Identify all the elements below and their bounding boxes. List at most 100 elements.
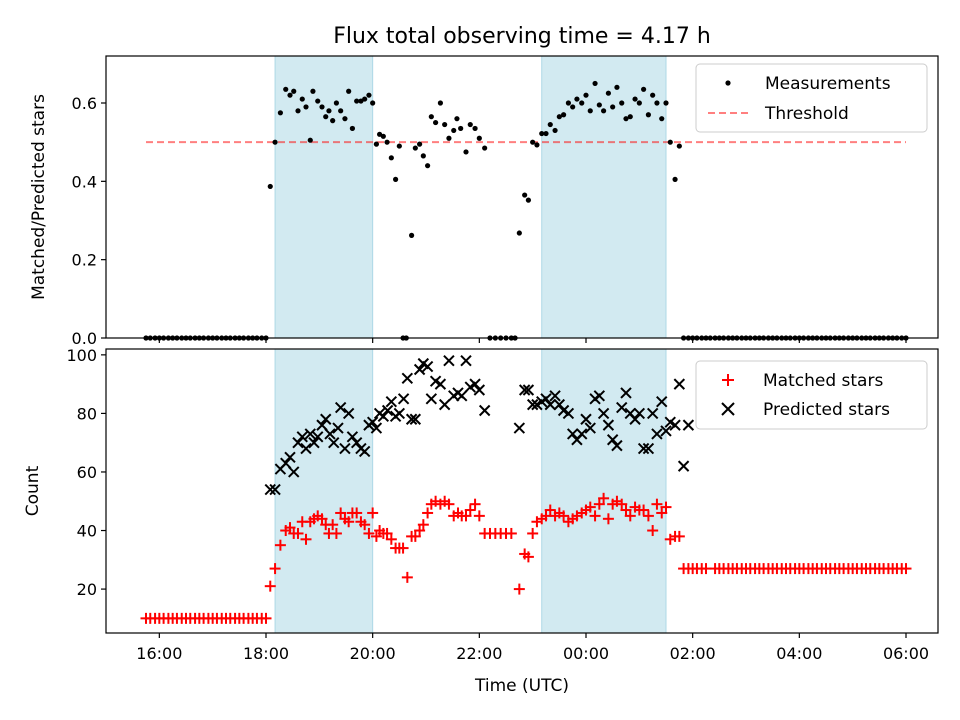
x-tick-label: 02:00 [670, 644, 716, 663]
predicted-star-point [401, 372, 414, 384]
matched-star-point [584, 501, 596, 513]
measurement-point [547, 121, 553, 128]
y-tick-label: 60 [77, 463, 97, 482]
predicted-star-point [443, 355, 455, 367]
observing-window [274, 55, 374, 339]
measurement-point [565, 100, 572, 106]
bottom-y-axis-label: Count [23, 465, 43, 516]
predicted-star-point [656, 395, 668, 408]
measurement-point [388, 155, 394, 161]
matched-star-point [651, 498, 663, 510]
measurement-point [516, 230, 522, 236]
measurement-point [362, 96, 368, 102]
predicted-star-point [292, 436, 304, 449]
predicted-star-point [413, 363, 426, 376]
measurement-point [291, 88, 297, 94]
measurement-point [605, 90, 612, 96]
predicted-star-point [350, 436, 363, 449]
matched-star-point [260, 612, 272, 624]
predicted-star-point [393, 407, 406, 420]
matched-star-point [638, 504, 650, 516]
measurement-point [380, 133, 386, 139]
measurement-point [454, 116, 460, 122]
predicted-star-point [518, 384, 531, 396]
y-tick-label: 80 [77, 404, 97, 423]
predicted-star-point [409, 413, 422, 425]
predicted-star-point [549, 390, 561, 402]
measurement-point [283, 86, 289, 92]
bottom-legend: Matched stars Predicted stars [695, 360, 928, 430]
bottom-y-ticks: 20 40 60 80 100 [66, 346, 106, 599]
matched-star-point [464, 504, 476, 516]
legend-matched-marker [722, 374, 734, 386]
x-axis-label: Time (UTC) [474, 676, 569, 696]
predicted-star-point [300, 442, 312, 455]
measurement-point [650, 92, 656, 98]
predicted-star-point [584, 422, 596, 434]
measurement-point [610, 104, 616, 110]
measurement-point [574, 96, 580, 102]
predicted-star-point [320, 413, 332, 425]
predicted-star-point [633, 407, 646, 420]
measurement-point [672, 176, 678, 182]
measurement-point [654, 100, 660, 106]
matched-star-point [351, 507, 363, 519]
measurement-point [303, 104, 309, 110]
legend-predicted-label: Predicted stars [763, 400, 890, 420]
measurement-point [543, 130, 549, 137]
matched-star-point [343, 516, 355, 528]
matched-star-point [397, 542, 409, 554]
x-tick-label: 00:00 [563, 644, 609, 663]
top-y-axis-label: Matched/Predicted stars [29, 94, 49, 300]
measurement-point [482, 145, 488, 151]
measurement-point [561, 112, 567, 118]
predicted-star-point [339, 442, 351, 455]
matched-star-point [409, 530, 421, 542]
measurement-point [370, 100, 376, 106]
predicted-star-point [682, 419, 695, 431]
predicted-star-point [434, 378, 447, 390]
bottom-shaded-windows [274, 348, 667, 634]
measurement-point [287, 92, 293, 98]
measurement-point [420, 153, 426, 159]
matched-star-point [473, 510, 485, 522]
legend-matched-label: Matched stars [763, 371, 883, 391]
figure-title: Flux total observing time = 4.17 h [333, 24, 711, 49]
predicted-star-point [269, 483, 281, 496]
matched-star-point [269, 563, 281, 575]
matched-star-point [558, 510, 570, 522]
predicted-star-point [425, 393, 438, 405]
predicted-star-point [629, 413, 641, 425]
predicted-star-point [304, 428, 316, 440]
predicted-star-point [606, 434, 619, 446]
predicted-star-point [651, 428, 663, 440]
measurement-point [272, 139, 278, 145]
measurement-point [354, 98, 360, 104]
measurement-point [267, 183, 273, 190]
matched-star-point [327, 519, 339, 531]
measurement-point [315, 98, 321, 104]
measurement-point [409, 232, 415, 238]
measurement-point [425, 163, 431, 169]
measurement-point [299, 96, 305, 102]
bottom-axes-frame [105, 348, 939, 634]
predicted-star-point [580, 413, 592, 425]
predicted-star-point [456, 390, 468, 402]
matched-star-point [330, 527, 342, 539]
measurement-point [552, 127, 558, 134]
y-tick-label: 0.6 [72, 94, 97, 113]
predicted-star-point [312, 431, 324, 443]
predicted-star-point [478, 404, 491, 417]
predicted-star-point [421, 360, 434, 373]
measurement-point [277, 110, 283, 116]
matched-star-point [284, 522, 296, 534]
matched-star-point [513, 583, 525, 595]
predicted-star-point [611, 439, 623, 452]
legend-predicted-marker [721, 402, 735, 416]
predicted-star-point [460, 355, 472, 367]
measurement-point [614, 84, 620, 90]
measurement-point [366, 92, 372, 98]
measurement-point [295, 108, 301, 114]
measurement-point [539, 130, 545, 137]
